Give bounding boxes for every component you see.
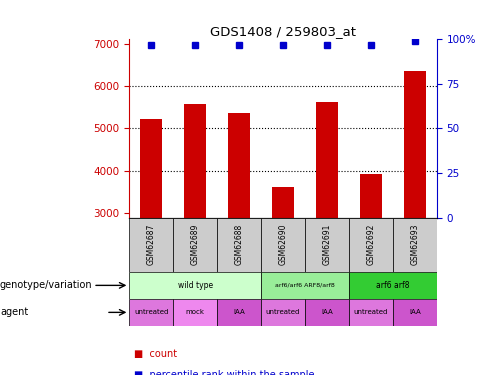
Text: genotype/variation: genotype/variation [0, 280, 93, 290]
Bar [129, 272, 261, 299]
Text: IAA: IAA [409, 309, 421, 315]
Bar [184, 104, 206, 218]
Text: GSM62691: GSM62691 [323, 224, 331, 266]
Bar [305, 299, 349, 326]
Text: mock: mock [186, 309, 204, 315]
Bar [316, 102, 338, 218]
Text: GSM62687: GSM62687 [147, 224, 156, 266]
Text: GSM62690: GSM62690 [279, 224, 287, 266]
Text: IAA: IAA [233, 309, 245, 315]
Bar [404, 71, 426, 217]
Text: GSM62692: GSM62692 [366, 224, 375, 266]
Bar [173, 217, 217, 272]
Text: ■  count: ■ count [134, 349, 177, 359]
Text: arf6 arf8: arf6 arf8 [376, 281, 409, 290]
Title: GDS1408 / 259803_at: GDS1408 / 259803_at [210, 25, 356, 38]
Bar [217, 217, 261, 272]
Text: GSM62688: GSM62688 [235, 224, 244, 265]
Text: untreated: untreated [354, 309, 388, 315]
Bar [360, 174, 382, 217]
Text: IAA: IAA [321, 309, 333, 315]
Text: arf6/arf6 ARF8/arf8: arf6/arf6 ARF8/arf8 [275, 283, 335, 288]
Bar [349, 217, 393, 272]
Bar [129, 217, 173, 272]
Bar [272, 188, 294, 218]
Text: agent: agent [0, 308, 28, 317]
Bar [393, 217, 437, 272]
Bar [261, 272, 349, 299]
Bar [261, 217, 305, 272]
Bar [261, 299, 305, 326]
Bar [305, 217, 349, 272]
Text: ■  percentile rank within the sample: ■ percentile rank within the sample [134, 370, 315, 375]
Bar [349, 299, 393, 326]
Bar [141, 118, 163, 218]
Bar [173, 299, 217, 326]
Text: GSM62689: GSM62689 [191, 224, 200, 266]
Text: wild type: wild type [178, 281, 213, 290]
Bar [228, 113, 250, 218]
Bar [393, 299, 437, 326]
Bar [349, 272, 437, 299]
Text: untreated: untreated [134, 309, 168, 315]
Text: untreated: untreated [266, 309, 300, 315]
Bar [129, 299, 173, 326]
Bar [217, 299, 261, 326]
Text: GSM62693: GSM62693 [410, 224, 419, 266]
